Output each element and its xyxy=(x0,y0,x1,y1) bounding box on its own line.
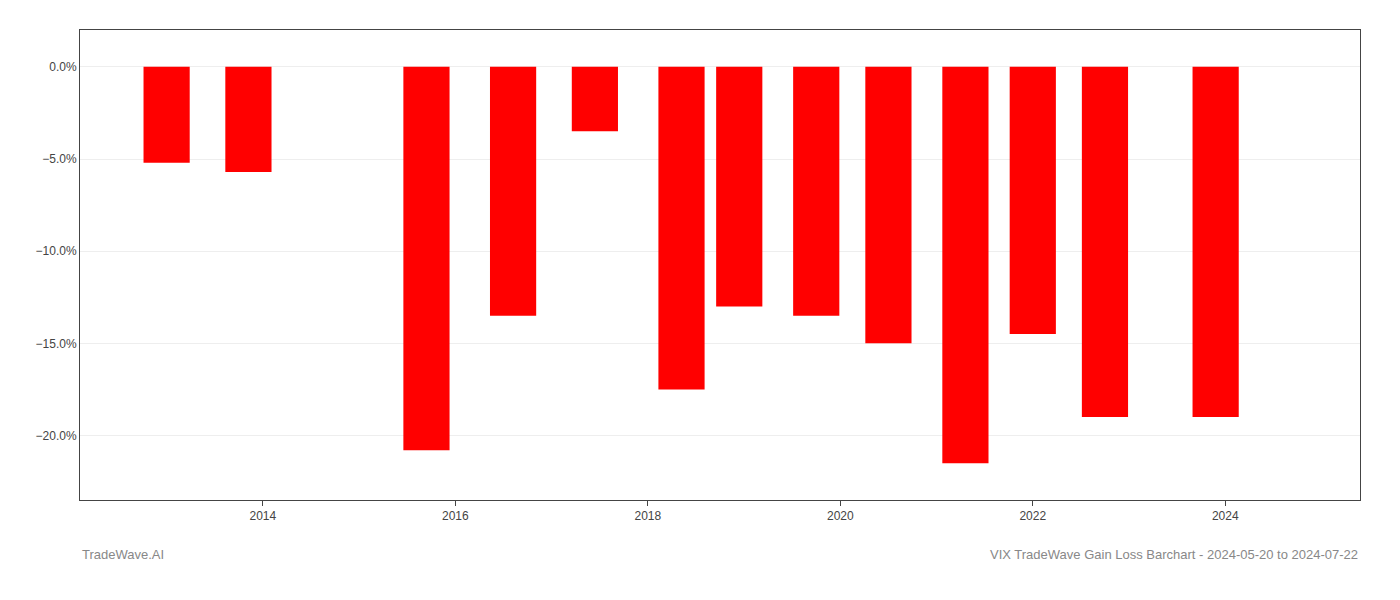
svg-text:VIX TradeWave Gain Loss Barcha: VIX TradeWave Gain Loss Barchart - 2024-… xyxy=(990,547,1358,562)
svg-text:TradeWave.AI: TradeWave.AI xyxy=(82,547,164,562)
svg-text:2024: 2024 xyxy=(1212,509,1239,523)
svg-text:−20.0%: −20.0% xyxy=(36,429,77,443)
svg-text:2018: 2018 xyxy=(634,509,661,523)
svg-text:2020: 2020 xyxy=(827,509,854,523)
svg-text:2014: 2014 xyxy=(250,509,277,523)
svg-text:2022: 2022 xyxy=(1019,509,1046,523)
svg-text:0.0%: 0.0% xyxy=(49,60,77,74)
svg-text:−15.0%: −15.0% xyxy=(36,337,77,351)
svg-text:−5.0%: −5.0% xyxy=(42,152,77,166)
svg-text:−10.0%: −10.0% xyxy=(36,244,77,258)
svg-text:2016: 2016 xyxy=(442,509,469,523)
